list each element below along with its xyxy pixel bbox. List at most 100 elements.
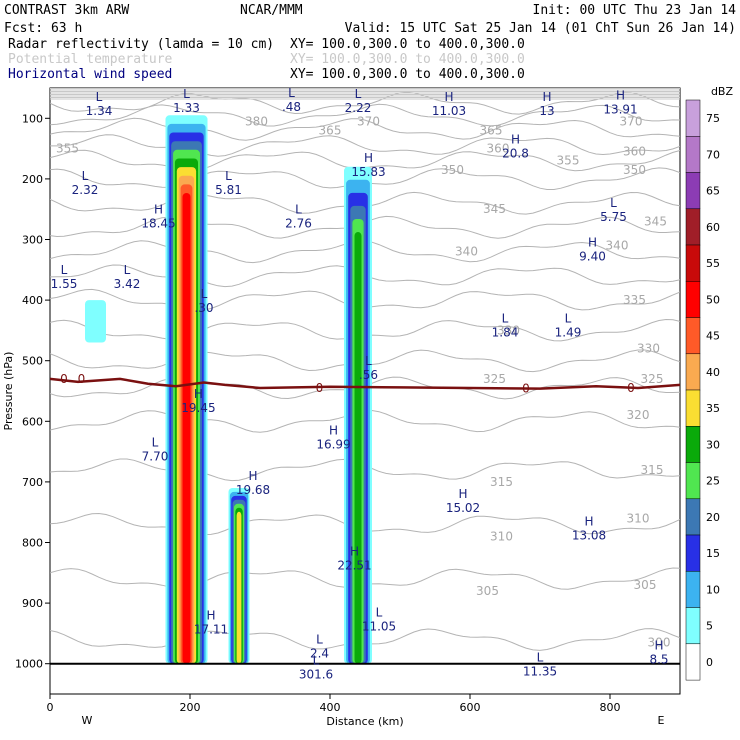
extremum-value: 22.51 xyxy=(337,559,371,573)
y-tick-label: 500 xyxy=(22,355,43,368)
extremum-value: 13.08 xyxy=(572,528,606,542)
wind-extremum: H18.45 xyxy=(141,202,175,230)
extremum-value: 17.11 xyxy=(194,622,228,636)
extremum-value: 2.76 xyxy=(285,216,312,230)
wind-extremum: L2.32 xyxy=(72,169,99,197)
axes: 0 200 400 600 800 100 200 300 400 500 600 700 800 900… xyxy=(15,112,621,714)
zero-contour-label: 0 xyxy=(627,381,635,395)
forecast-hour: Fcst: 63 h xyxy=(4,21,82,36)
extremum-type: L xyxy=(82,169,89,183)
extremum-type: H xyxy=(248,469,257,483)
extremum-type: L xyxy=(537,651,544,665)
isentrope-label: 360 xyxy=(623,145,646,159)
field-wind-xy: XY= 100.0,300.0 to 400.0,300.0 xyxy=(290,67,525,82)
valid-time: Valid: 15 UTC Sat 25 Jan 14 (01 ChT Sun … xyxy=(345,21,736,36)
colorbar-label: 70 xyxy=(706,148,720,161)
zero-contour-label: 0 xyxy=(78,372,86,386)
y-axis-title: Pressure (hPa) xyxy=(2,352,15,431)
stratosphere-band xyxy=(50,95,680,97)
wind-extremum: L.56 xyxy=(359,354,378,382)
colorbar-label: 5 xyxy=(706,620,713,633)
field-wind-name: Horizontal wind speed xyxy=(8,67,172,82)
y-tick-label: 800 xyxy=(22,537,43,550)
extremum-type: H xyxy=(654,639,663,653)
extremum-value: 13 xyxy=(539,104,554,118)
y-tick-label: 400 xyxy=(22,294,43,307)
wind-extremum: H9.40 xyxy=(579,236,606,264)
reflectivity-band xyxy=(182,193,191,664)
extremum-type: L xyxy=(565,311,572,325)
extremum-type: H xyxy=(588,236,597,250)
colorbar-swatch xyxy=(685,571,701,608)
zero-contour-label: 0 xyxy=(316,381,324,395)
colorbar-label: 60 xyxy=(706,221,720,234)
extremum-value: .48 xyxy=(282,100,301,114)
colorbar-swatch xyxy=(685,353,701,391)
colorbar-unit: dBZ xyxy=(711,85,734,98)
isentrope-label: 350 xyxy=(623,163,646,177)
wind-extremum: L1.33 xyxy=(173,87,200,115)
extremum-type: L xyxy=(313,654,320,668)
extremum-type: H xyxy=(350,545,359,559)
x-tick-label: 800 xyxy=(600,701,621,714)
wind-extremum: H13 xyxy=(539,90,554,118)
extremum-value: 20.8 xyxy=(502,147,529,161)
field-theta-xy: XY= 100.0,300.0 to 400.0,300.0 xyxy=(290,52,525,67)
extremum-value: 11.03 xyxy=(432,104,466,118)
colorbar-swatch xyxy=(685,317,701,355)
stratosphere-band xyxy=(50,97,680,98)
extremum-type: L xyxy=(152,436,159,450)
extremum-value: 13.91 xyxy=(603,102,637,116)
init-time: Init: 00 UTC Thu 23 Jan 14 xyxy=(533,3,737,18)
center-title: NCAR/MMM xyxy=(240,3,303,18)
x-tick-label: 400 xyxy=(320,701,341,714)
wind-extremum: H11.03 xyxy=(432,90,466,118)
extremum-value: 11.05 xyxy=(362,619,396,633)
extremum-type: H xyxy=(194,387,203,401)
extremum-value: 2.4 xyxy=(310,647,329,661)
wind-extremum: L1.84 xyxy=(492,311,519,339)
wind-extremum: H15.02 xyxy=(446,487,480,515)
colorbar-label: 25 xyxy=(706,475,720,488)
colorbar-swatch xyxy=(685,426,701,463)
extremum-type: L xyxy=(124,263,131,277)
y-tick-label: 1000 xyxy=(15,658,43,671)
isentrope-label: 330 xyxy=(497,323,520,337)
reflectivity-band xyxy=(354,232,362,664)
extremum-type: L xyxy=(295,202,302,216)
colorbar-label: 45 xyxy=(706,330,720,343)
extremum-value: 1.55 xyxy=(51,277,78,291)
colorbar-swatch xyxy=(685,534,701,572)
y-tick-label: 600 xyxy=(22,415,43,428)
extremum-type: L xyxy=(502,311,509,325)
isentrope-label: 330 xyxy=(637,342,660,356)
zero-wind-line xyxy=(50,377,680,390)
wind-extremum: L11.35 xyxy=(523,651,557,679)
extremum-type: H xyxy=(364,151,373,165)
x-tick-label: 600 xyxy=(460,701,481,714)
extremum-value: 15.02 xyxy=(446,501,480,515)
isentrope-labels: 380 370 370 365 365 355 360 355 360 350 350 345 345 3… xyxy=(56,114,670,649)
wind-extremum: L5.75 xyxy=(600,196,627,224)
wind-extremum: H22.51 xyxy=(337,545,371,573)
extremum-value: .56 xyxy=(359,368,378,382)
extremum-type: L xyxy=(61,263,68,277)
extremum-value: 8.5 xyxy=(649,653,668,667)
isentrope-line xyxy=(50,91,680,115)
colorbar-swatch xyxy=(685,643,701,681)
header: CONTRAST 3km ARW NCAR/MMM Init: 00 UTC T… xyxy=(4,3,736,82)
extremum-type: L xyxy=(365,354,372,368)
colorbar-swatch xyxy=(685,281,701,318)
wind-extremum: H13.08 xyxy=(572,514,606,542)
zero-wind-contour: 0 00 0 0 xyxy=(50,372,680,665)
reflectivity-band xyxy=(236,511,242,664)
wind-extremum: L1.34 xyxy=(86,90,113,118)
colorbar-swatch xyxy=(685,498,701,536)
field-reflectivity-name: Radar reflectivity (lamda = 10 cm) xyxy=(8,37,274,52)
extremum-type: H xyxy=(616,88,625,102)
isentrope-label: 305 xyxy=(476,584,499,598)
wind-extremum: L5.81 xyxy=(215,169,242,197)
wind-extremum: L.48 xyxy=(282,86,301,114)
stratosphere-band xyxy=(50,94,680,95)
